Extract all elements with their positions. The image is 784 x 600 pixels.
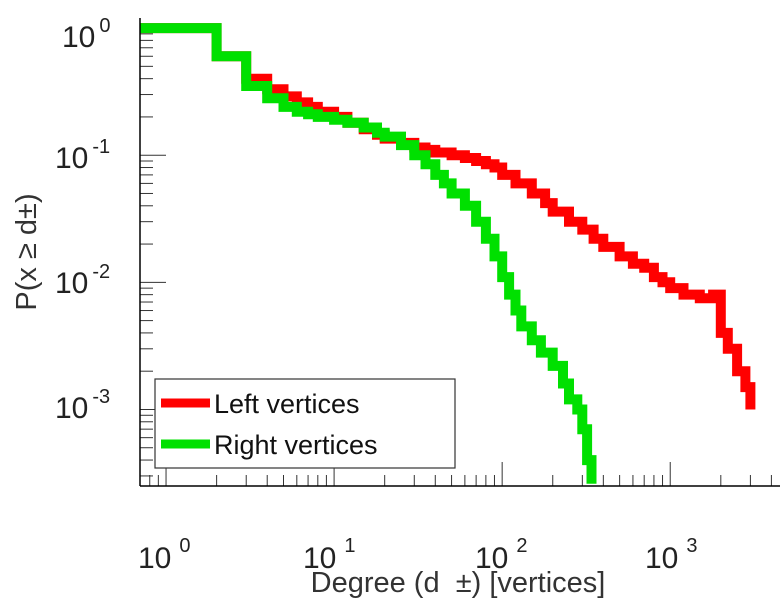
x-tick-label: 10 0 [138, 535, 191, 575]
legend-box [154, 378, 456, 469]
y-axis-label: P(x ≥ d±) [11, 193, 43, 310]
y-tick-labels: 10 0 10 -1 10 -2 10 -3 [55, 15, 111, 425]
x-tick-label: 10 1 [303, 535, 356, 575]
y-tick-label: 10 -2 [55, 261, 110, 300]
x-tick-labels: 10 0 10 1 10 2 10 3 [138, 535, 698, 575]
legend: Left vertices Right vertices [154, 378, 456, 469]
y-tick-label: 10 -1 [55, 136, 110, 175]
legend-label-left-vertices: Left vertices [214, 389, 360, 419]
x-tick-label: 10 2 [475, 535, 528, 575]
x-tick-label: 10 3 [645, 535, 698, 575]
y-tick-label: 10 -3 [55, 386, 110, 425]
y-tick-label: 10 0 [62, 15, 111, 54]
x-axis-label: Degree (d ±) [vertices] [311, 567, 606, 599]
legend-label-right-vertices: Right vertices [214, 430, 378, 460]
series-line-right-vertices [140, 23, 597, 484]
series-layer [140, 23, 756, 484]
